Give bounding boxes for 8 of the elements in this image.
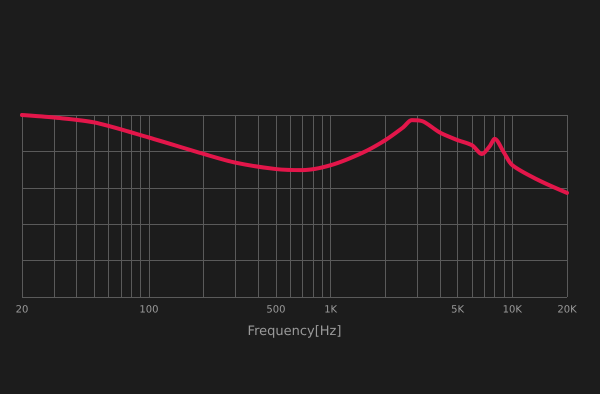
x-tick-label: 1K: [324, 304, 338, 316]
x-tick-label: 100: [139, 304, 159, 316]
x-tick-label: 20: [16, 304, 28, 316]
x-tick-label: 10K: [502, 304, 522, 316]
x-tick-label: 5K: [451, 304, 465, 316]
x-tick-label: 500: [266, 304, 286, 316]
x-tick-label: 20K: [557, 304, 578, 316]
x-axis-title: Frequency[Hz]: [248, 324, 342, 339]
